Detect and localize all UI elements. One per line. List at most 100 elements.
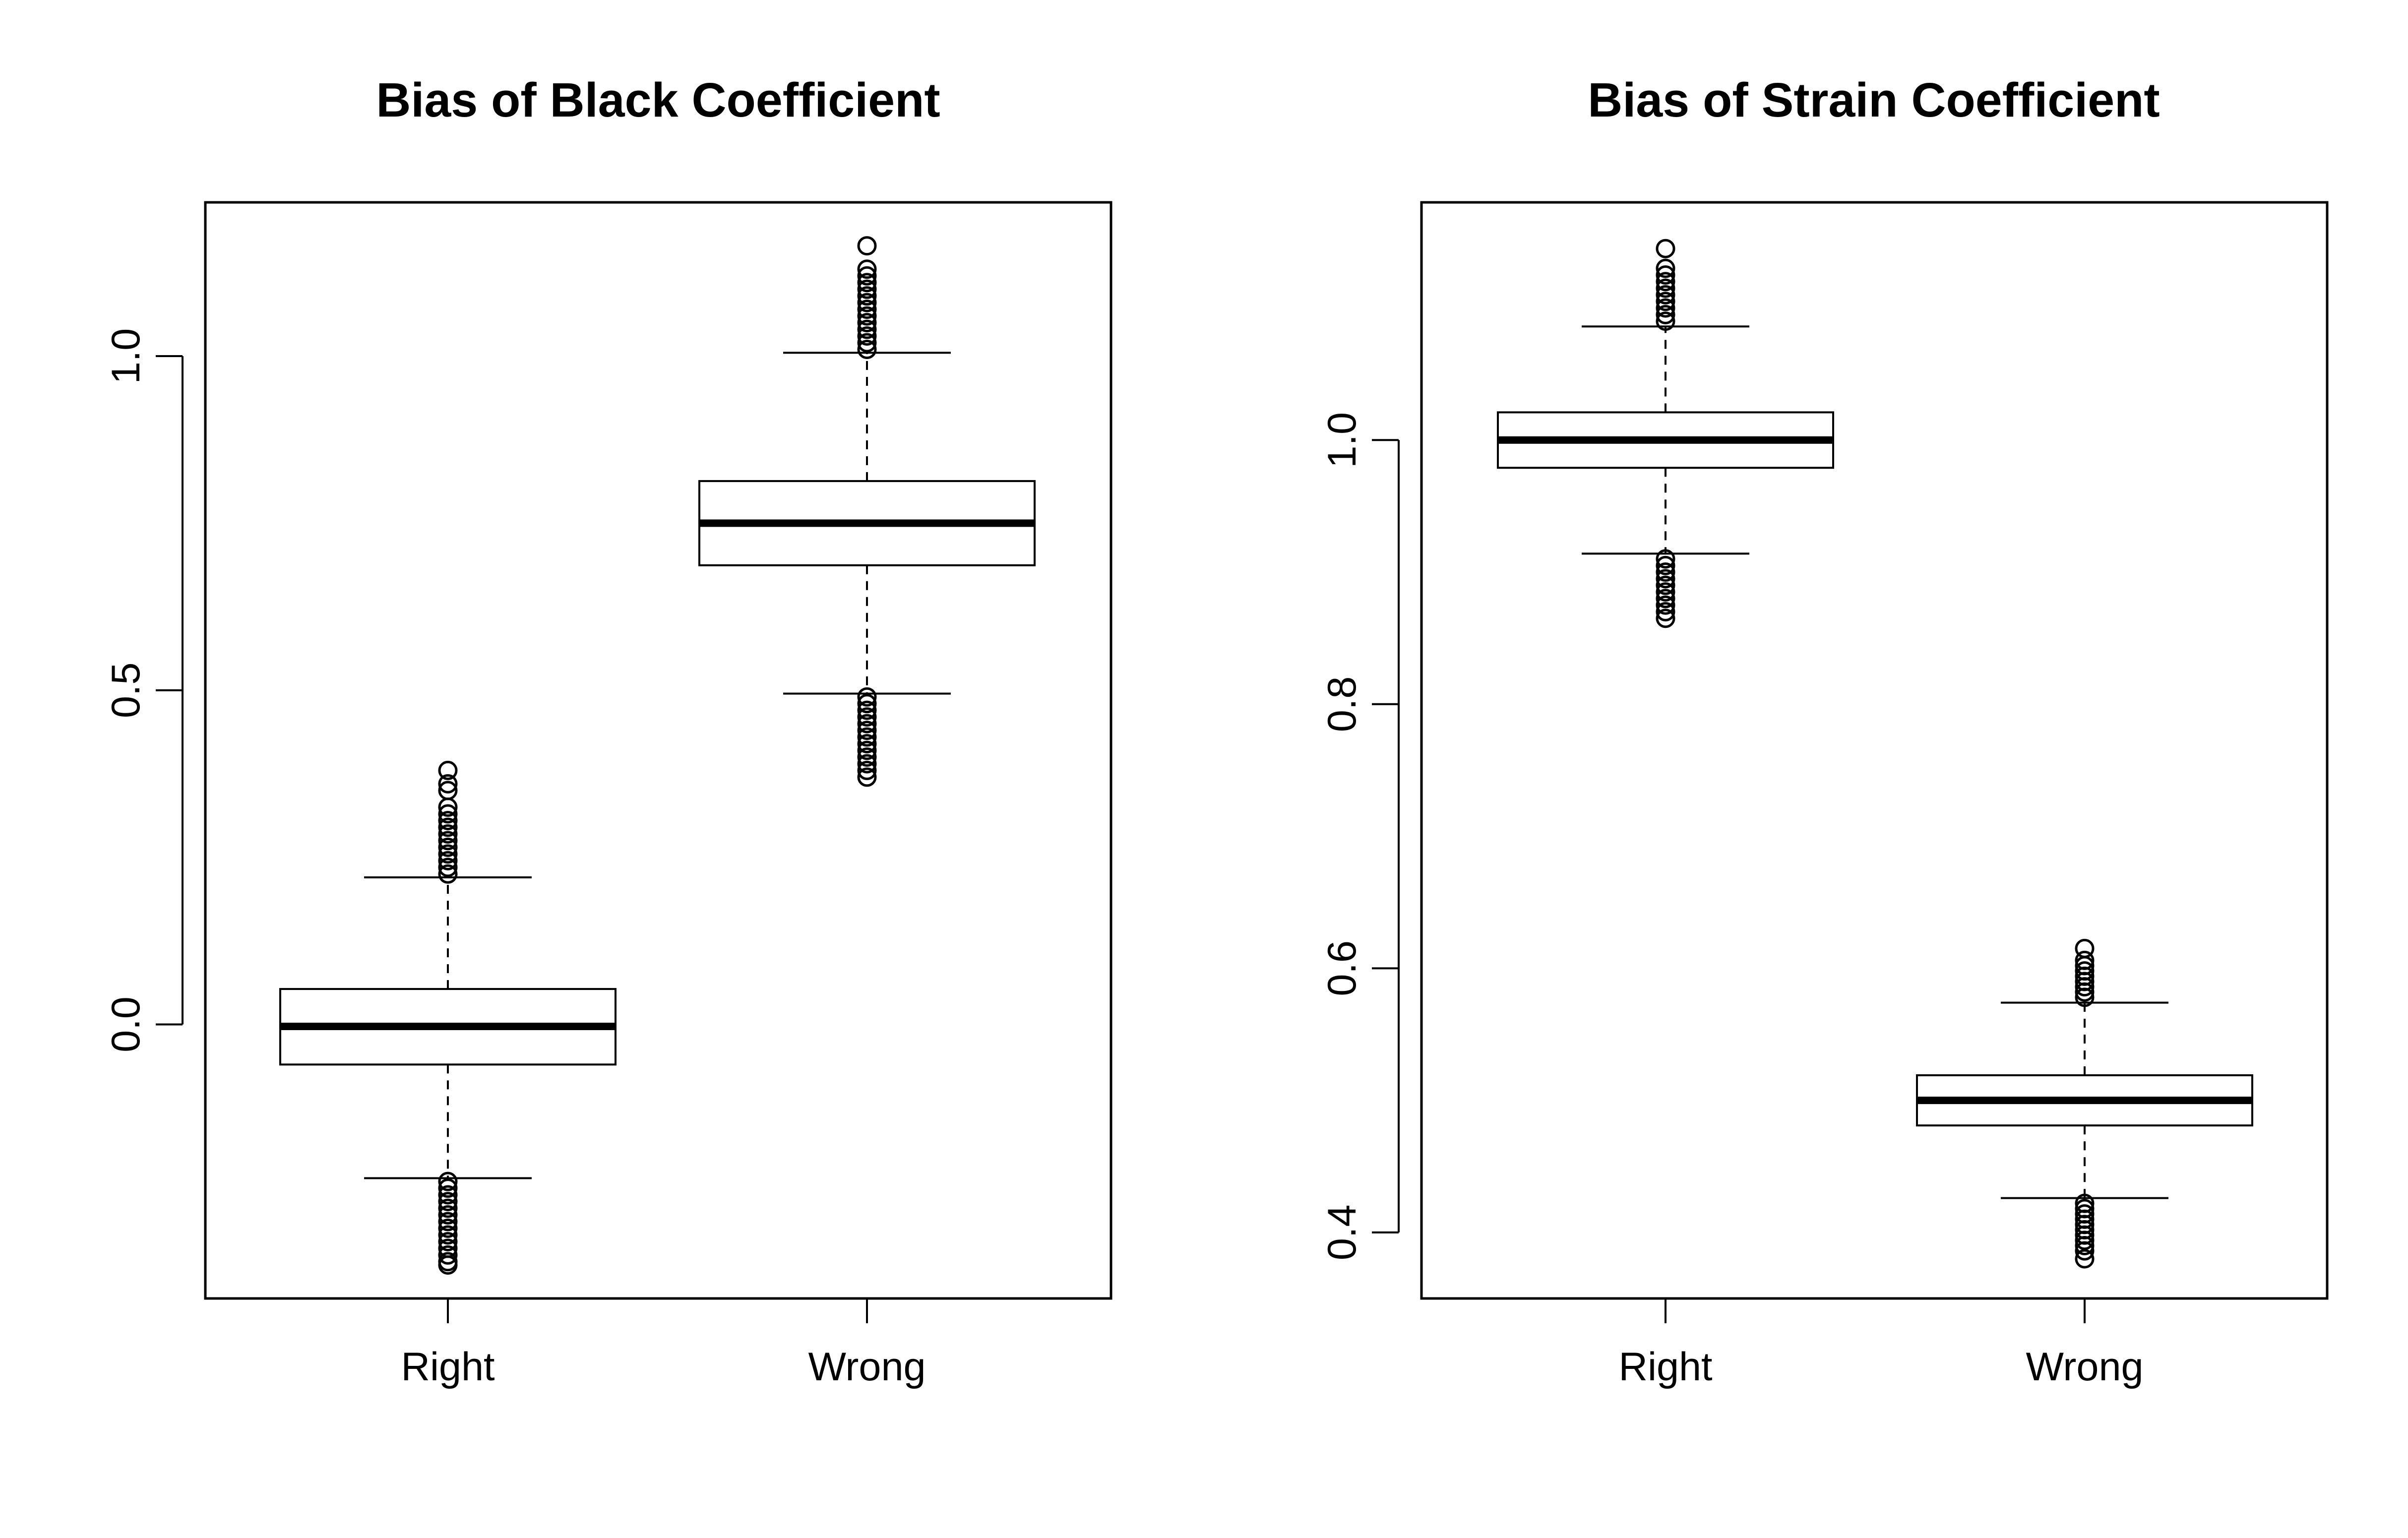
outlier-point — [1656, 549, 1675, 569]
outlier-point — [438, 824, 458, 844]
outlier-point — [438, 774, 458, 794]
outlier-point — [857, 727, 877, 747]
outlier-point — [1656, 285, 1675, 305]
x-axis: Right Wrong — [401, 1298, 926, 1389]
outlier-point — [857, 687, 877, 707]
outlier-point — [438, 1231, 458, 1251]
outlier-point — [2075, 1249, 2095, 1269]
y-tick-label: 0.6 — [1320, 940, 1364, 996]
outlier-point — [1656, 595, 1675, 615]
y-axis: 0.4 0.6 0.8 1.0 — [1320, 412, 1400, 1261]
outlier-point — [857, 286, 877, 306]
outlier-point — [438, 810, 458, 830]
outlier-point — [2075, 938, 2095, 958]
y-tick-label: 1.0 — [104, 328, 148, 384]
outlier-point — [1656, 298, 1675, 318]
box-wrong — [698, 236, 1036, 787]
outlier-point — [1656, 292, 1675, 311]
plot-frame — [1420, 201, 2329, 1300]
box-right — [279, 760, 617, 1275]
chart-title: Bias of Black Coefficient — [376, 73, 940, 127]
box-right — [1497, 239, 1834, 628]
outlier-point — [438, 858, 458, 877]
outlier-point — [438, 837, 458, 857]
outlier-point — [857, 236, 877, 256]
y-tick-label: 0.0 — [104, 996, 148, 1052]
x-axis: Right Wrong — [1618, 1298, 2144, 1389]
outlier-point — [438, 1225, 458, 1245]
outlier-point — [857, 721, 877, 740]
outlier-point — [857, 306, 877, 326]
outlier-point — [1656, 569, 1675, 589]
box-marks — [279, 236, 1036, 1275]
outlier-point — [857, 740, 877, 760]
outlier-point — [438, 1212, 458, 1231]
x-tick-label: Wrong — [808, 1345, 926, 1389]
outlier-point — [438, 831, 458, 851]
outlier-point — [1656, 575, 1675, 595]
outlier-point — [857, 767, 877, 787]
outlier-point — [857, 707, 877, 727]
y-tick-label: 1.0 — [1320, 412, 1364, 468]
x-tick-label: Wrong — [2026, 1345, 2143, 1389]
x-tick-label: Right — [1618, 1345, 1712, 1389]
y-tick-label: 0.8 — [1320, 677, 1364, 733]
outlier-point — [857, 279, 877, 299]
outlier-point — [857, 266, 877, 286]
outlier-point — [857, 259, 877, 279]
x-tick-label: Right — [401, 1345, 494, 1389]
outlier-point — [1656, 602, 1675, 621]
outlier-point — [2075, 1241, 2095, 1261]
outlier-point — [1656, 305, 1675, 324]
outlier-point — [1656, 582, 1675, 602]
y-tick-label: 0.4 — [1320, 1205, 1364, 1261]
outlier-point — [1656, 239, 1675, 258]
outlier-point — [857, 734, 877, 754]
outlier-point — [438, 1198, 458, 1218]
outlier-point — [438, 851, 458, 870]
outlier-point — [857, 747, 877, 767]
outlier-point — [1656, 555, 1675, 575]
outlier-point — [857, 326, 877, 346]
box-wrong — [1916, 938, 2253, 1269]
outlier-point — [438, 804, 458, 824]
outlier-point — [438, 781, 458, 800]
plot-frame — [204, 201, 1112, 1300]
outlier-point — [438, 1205, 458, 1225]
y-tick-label: 0.5 — [104, 662, 148, 718]
outlier-point — [857, 333, 877, 353]
panel-black-coefficient: Bias of Black Coefficient 0.0 0.5 1.0 Righ… — [104, 73, 1112, 1389]
outlier-point — [438, 1219, 458, 1238]
outlier-point — [438, 864, 458, 884]
outlier-point — [857, 273, 877, 293]
box-marks — [1497, 239, 2253, 1269]
outlier-point — [438, 844, 458, 864]
outlier-point — [857, 700, 877, 720]
outlier-point — [2075, 950, 2095, 970]
chart-title: Bias of Strain Coefficient — [1588, 73, 2160, 127]
outlier-point — [857, 300, 877, 319]
outlier-point — [438, 760, 458, 780]
outlier-point — [1656, 311, 1675, 331]
outlier-point — [438, 1171, 458, 1191]
outlier-point — [438, 1178, 458, 1198]
outlier-point — [1656, 589, 1675, 609]
outlier-point — [2075, 961, 2095, 981]
outlier-point — [857, 293, 877, 312]
outlier-point — [857, 754, 877, 774]
outlier-point — [438, 1192, 458, 1212]
outlier-point — [1656, 278, 1675, 298]
outlier-point — [438, 817, 458, 837]
outlier-point — [857, 694, 877, 714]
outlier-point — [1656, 272, 1675, 292]
outlier-point — [2075, 1230, 2095, 1250]
outlier-point — [2075, 1235, 2095, 1255]
outlier-point — [438, 1185, 458, 1205]
panel-strain-coefficient: Bias of Strain Coefficient 0.40.60.81.0 … — [1320, 73, 2329, 1389]
outlier-point — [857, 339, 877, 359]
outlier-point — [857, 714, 877, 734]
outlier-point — [857, 319, 877, 339]
outlier-point — [1656, 265, 1675, 285]
outlier-point — [857, 313, 877, 333]
